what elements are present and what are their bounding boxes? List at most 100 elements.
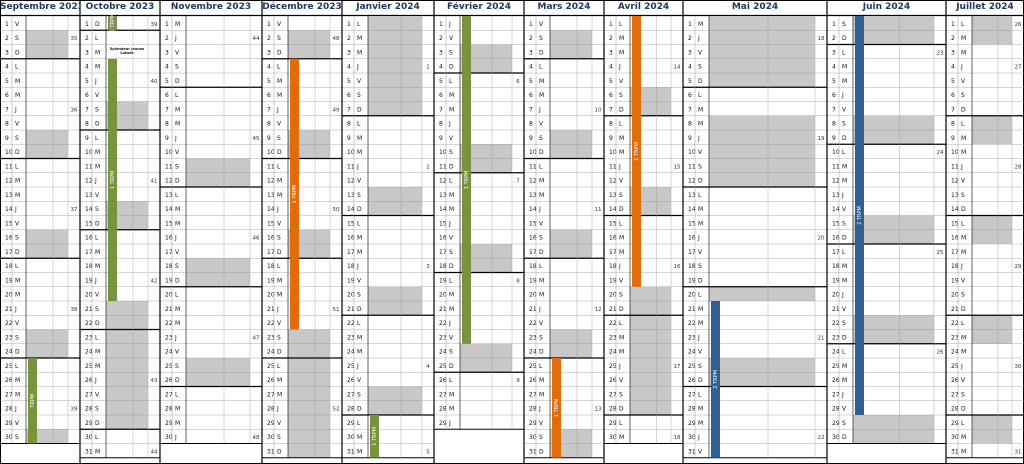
day-letter: M	[698, 21, 703, 28]
month-title: Novembre 2023	[170, 2, 252, 12]
day-number: 23	[439, 334, 447, 341]
day-number: 25	[5, 363, 13, 370]
month-column: 1 L2 M3 M4 J5 V6 S7 D8 L9 M10 M11 J12 V13 S14 D15 L16 M1…	[945, 0, 1024, 464]
rotation-label: 1 TRPM	[464, 171, 470, 190]
day-number: 13	[5, 192, 13, 199]
day-number: 19	[439, 277, 447, 284]
day-letter: V	[449, 135, 454, 142]
day-letter: L	[698, 292, 702, 299]
day-number: 19	[832, 277, 840, 284]
day-letter: S	[961, 192, 965, 199]
day-number: 22	[165, 320, 173, 327]
weekend-shading	[368, 16, 422, 116]
day-number: 1	[5, 21, 9, 28]
day-letter: V	[95, 292, 100, 299]
day-letter: L	[961, 21, 965, 28]
week-number: 18	[674, 435, 681, 441]
day-letter: D	[277, 149, 282, 156]
day-letter: S	[842, 121, 846, 128]
day-letter: V	[619, 277, 624, 284]
day-letter: D	[842, 434, 847, 441]
day-number: 30	[347, 434, 355, 441]
day-number: 31	[267, 448, 275, 455]
day-letter: D	[95, 420, 100, 427]
day-number: 24	[529, 349, 537, 356]
day-number: 10	[85, 149, 93, 156]
day-number: 5	[267, 78, 271, 85]
day-number: 18	[832, 263, 840, 270]
day-number: 10	[529, 149, 537, 156]
day-letter: D	[539, 249, 544, 256]
day-number: 2	[85, 35, 89, 42]
day-letter: M	[961, 334, 966, 341]
day-letter: M	[357, 35, 362, 42]
day-number: 8	[951, 121, 955, 128]
day-number: 6	[529, 92, 533, 99]
day-letter: S	[539, 334, 543, 341]
day-letter: M	[357, 434, 362, 441]
day-letter: M	[175, 406, 180, 413]
day-letter: S	[449, 249, 453, 256]
day-number: 10	[688, 149, 696, 156]
week-number: 13	[595, 407, 602, 413]
day-letter: J	[697, 235, 700, 242]
day-letter: S	[95, 206, 99, 213]
day-letter: L	[357, 420, 361, 427]
month-column: 1 L2 M3 M4 J5 V6 S7 D8 L9 M10 M11 J12 V13 S14 D15 L16 M1…	[341, 0, 434, 464]
day-letter: J	[448, 220, 451, 227]
day-number: 27	[347, 391, 355, 398]
day-number: 12	[5, 178, 13, 185]
day-number: 21	[529, 306, 537, 313]
day-number: 7	[85, 106, 89, 113]
day-number: 4	[165, 64, 169, 71]
week-number: 9	[516, 378, 520, 384]
day-letter: M	[357, 49, 362, 56]
day-letter: M	[449, 406, 454, 413]
day-number: 6	[5, 92, 9, 99]
day-letter: D	[619, 106, 624, 113]
rotation-label: 1 TRPM	[372, 427, 378, 446]
day-number: 30	[267, 434, 275, 441]
day-letter: V	[842, 306, 847, 313]
day-number: 29	[951, 420, 959, 427]
day-number: 4	[439, 64, 443, 71]
day-number: 8	[609, 121, 613, 128]
day-letter: L	[619, 21, 623, 28]
day-letter: M	[698, 320, 703, 327]
day-letter: M	[277, 78, 282, 85]
day-letter: D	[357, 406, 362, 413]
day-number: 23	[267, 334, 275, 341]
day-letter: S	[842, 420, 846, 427]
day-letter: M	[539, 192, 544, 199]
day-number: 4	[688, 64, 692, 71]
week-number: 4	[426, 364, 430, 370]
day-number: 10	[832, 149, 840, 156]
month-column: 1 M2 J3 V4 S5 D6 L7 M8 M9 J10 V11 S12 D13 L14 M15 M16 J1…	[159, 0, 262, 464]
day-number: 27	[439, 391, 447, 398]
day-number: 20	[688, 292, 696, 299]
day-number: 26	[609, 377, 617, 384]
day-number: 15	[439, 220, 447, 227]
day-number: 24	[439, 349, 447, 356]
day-number: 1	[165, 21, 169, 28]
day-number: 21	[347, 306, 355, 313]
day-number: 3	[165, 49, 169, 56]
day-letter: S	[449, 149, 453, 156]
day-letter: M	[619, 149, 624, 156]
day-letter: S	[277, 434, 281, 441]
day-letter: L	[175, 292, 179, 299]
day-number: 27	[529, 391, 537, 398]
day-number: 8	[439, 121, 443, 128]
month-title: Octobre 2023	[85, 2, 155, 12]
day-number: 7	[529, 106, 533, 113]
day-number: 12	[688, 178, 696, 185]
week-number: 50	[333, 207, 340, 213]
rotation-bar	[711, 301, 720, 458]
week-number: 45	[253, 136, 260, 142]
day-letter: M	[15, 377, 20, 384]
day-letter: M	[15, 292, 20, 299]
month-title: Mars 2024	[537, 2, 591, 12]
day-number: 12	[832, 178, 840, 185]
day-number: 12	[85, 178, 93, 185]
week-number: 27	[1015, 65, 1022, 71]
